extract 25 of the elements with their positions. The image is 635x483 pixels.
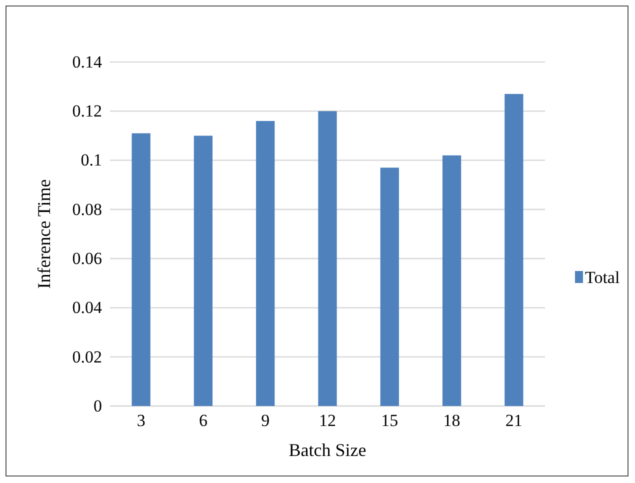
bar: [504, 94, 524, 406]
bar: [442, 155, 462, 406]
bar: [194, 136, 213, 406]
bar: [380, 168, 399, 406]
legend-label: Total: [585, 268, 620, 287]
x-tick-label: 6: [198, 411, 208, 430]
y-tick-label: 0: [94, 396, 102, 416]
x-tick-label: 15: [381, 411, 398, 430]
y-tick-label: 0.02: [72, 347, 102, 366]
bar: [318, 111, 337, 406]
bar: [132, 133, 150, 406]
y-tick-label: 0.08: [72, 200, 102, 219]
y-tick-label: 0.06: [72, 249, 102, 268]
x-tick-label: 9: [261, 411, 270, 430]
x-axis-title: Batch Size: [288, 440, 366, 460]
y-tick-label: 0.12: [72, 102, 102, 121]
x-tick-label: 3: [136, 411, 146, 430]
y-tick-label: 0.14: [72, 52, 102, 72]
x-tick-label: 21: [505, 411, 522, 430]
y-tick-label: 0.04: [72, 298, 102, 318]
y-axis-title: Inference Time: [34, 179, 54, 289]
x-tick-label: 12: [319, 411, 336, 430]
bar: [256, 120, 275, 406]
y-tick-label: 0.1: [80, 150, 102, 170]
x-tick-label: 18: [443, 411, 460, 430]
